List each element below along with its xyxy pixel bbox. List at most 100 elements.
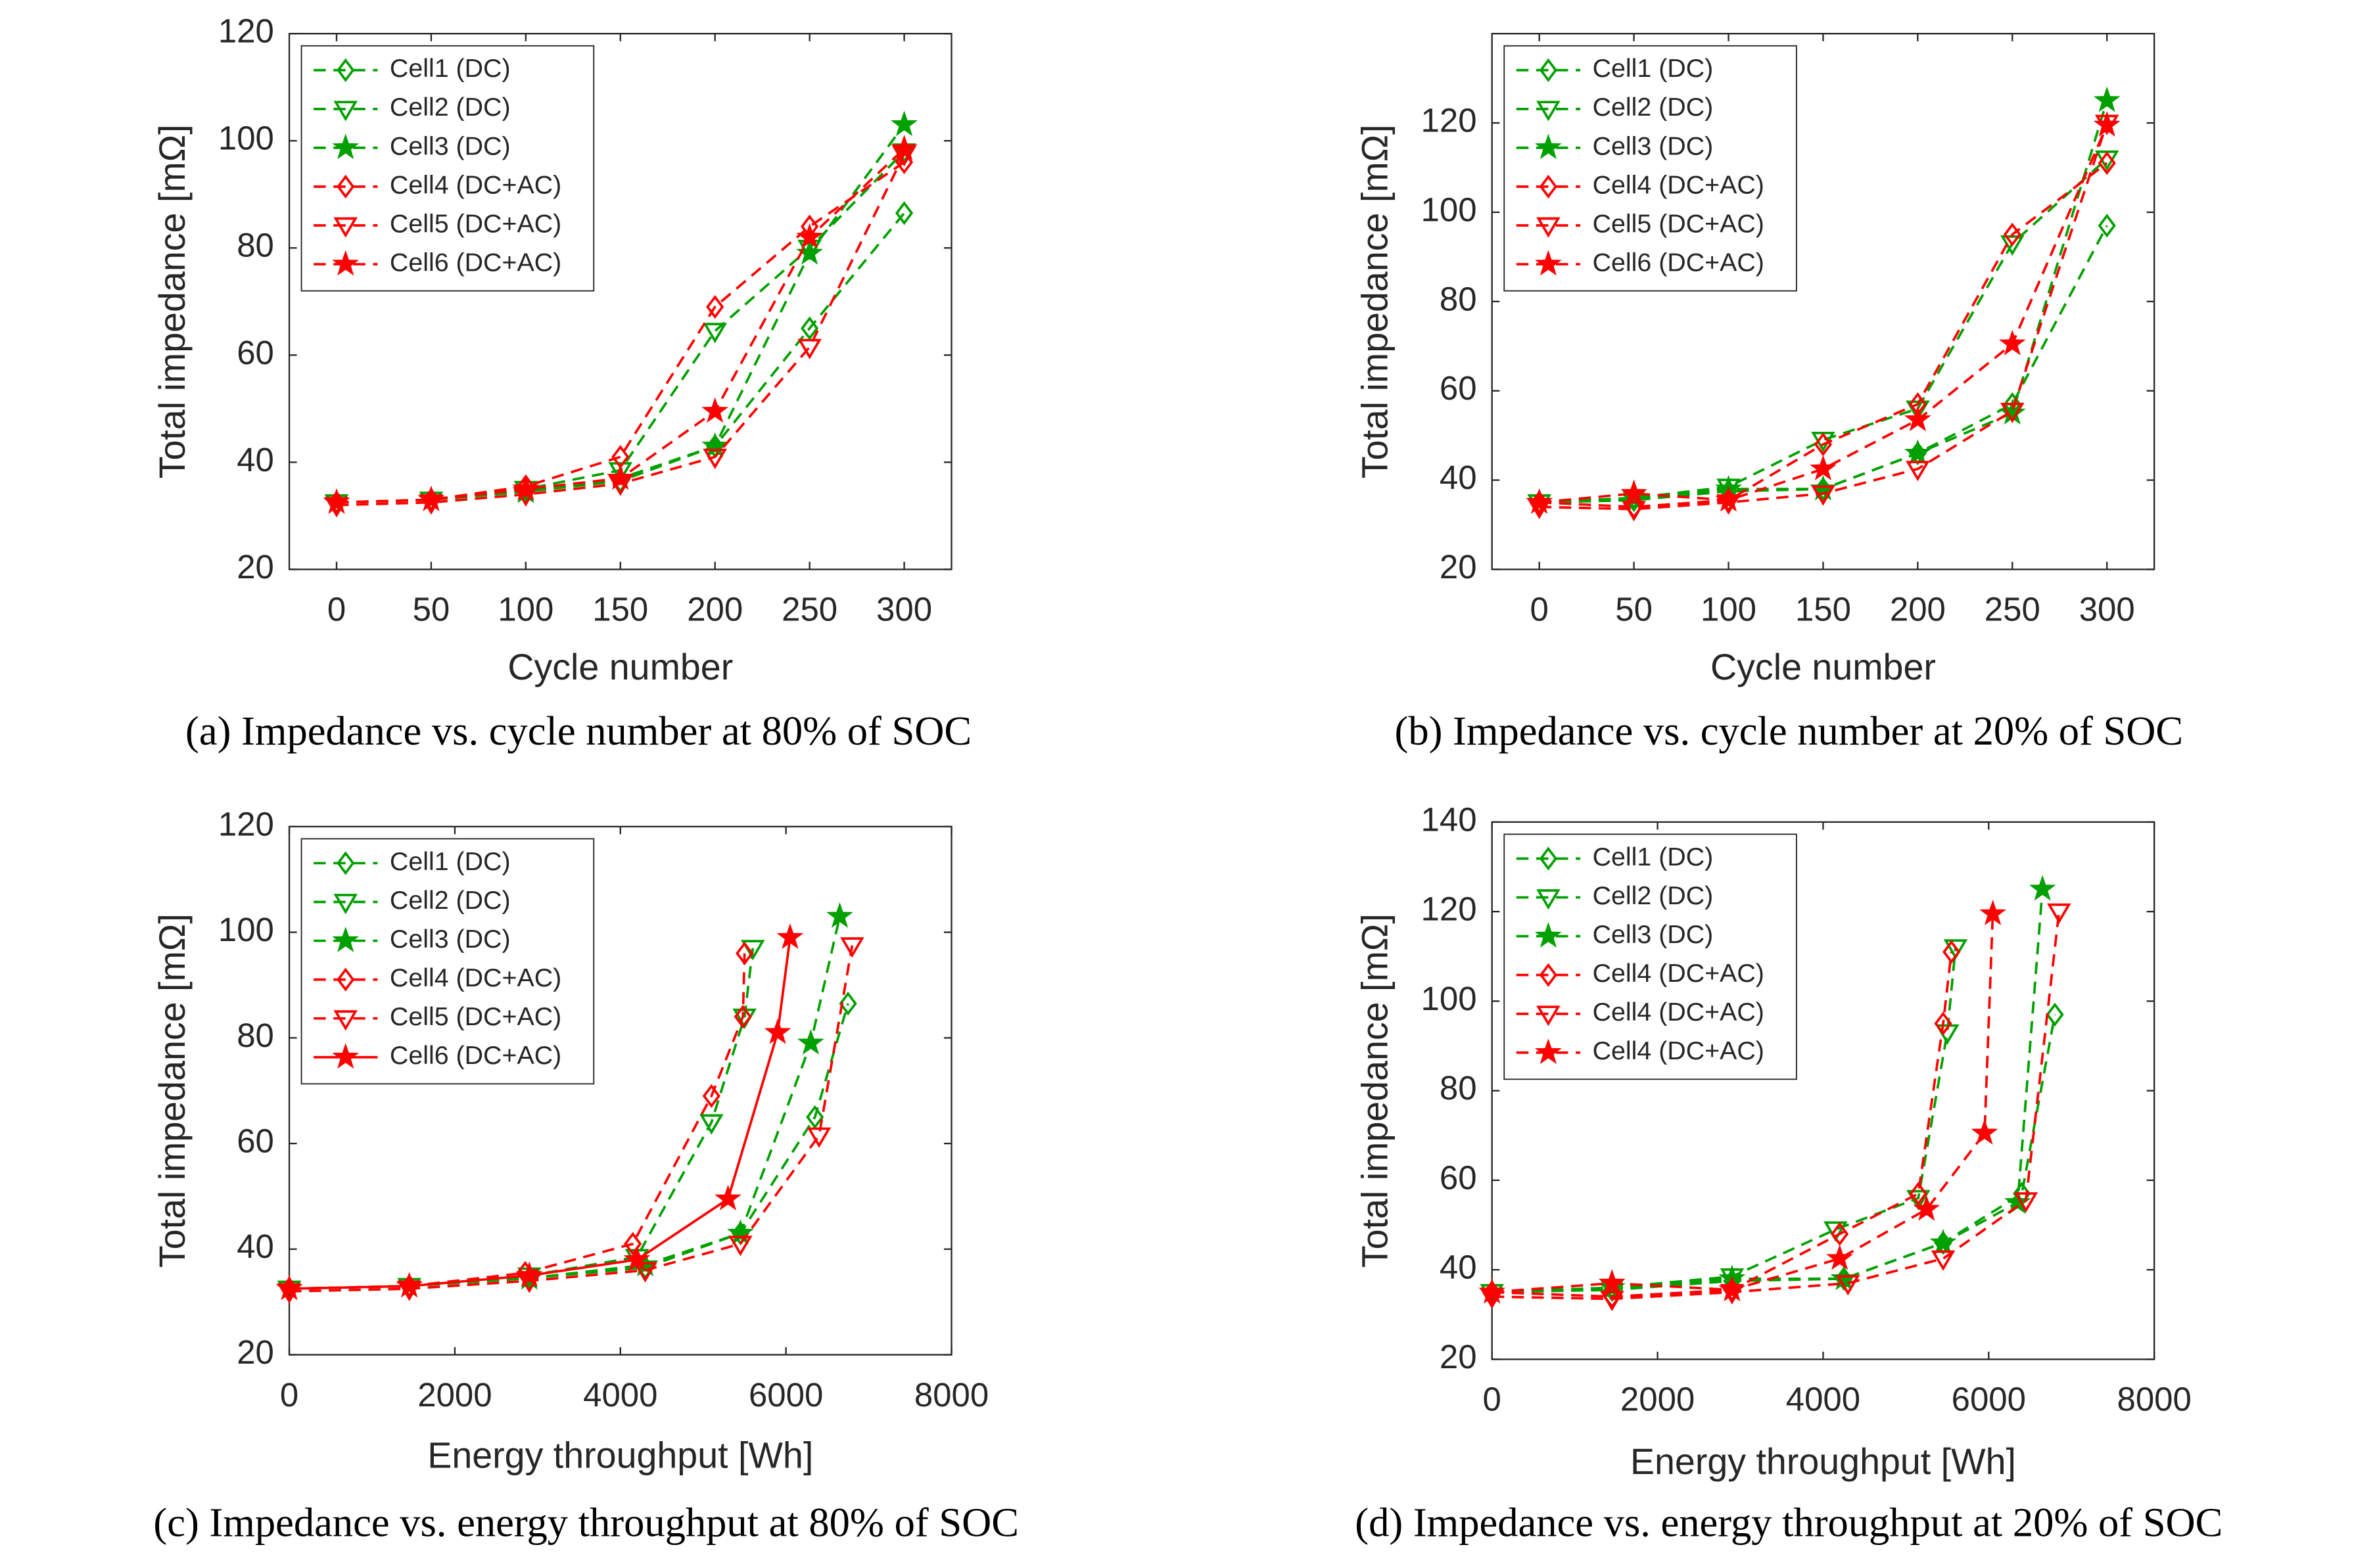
marker	[1622, 501, 1646, 522]
legend-label: Cell5 (DC+AC)	[390, 1002, 561, 1031]
marker	[1718, 1276, 1746, 1302]
legend-marker	[333, 894, 358, 915]
y-axis-label: Total impedance [mΩ]	[152, 124, 193, 478]
legend-marker	[337, 174, 355, 199]
x-tick-label: 8000	[2117, 1381, 2192, 1418]
legend-marker	[1536, 1005, 1561, 1026]
y-tick-label: 20	[237, 1333, 274, 1371]
legend-label: Cell4 (DC+AC)	[390, 963, 561, 992]
marker	[417, 486, 445, 511]
legend-marker	[1539, 58, 1558, 82]
x-tick-label: 50	[413, 591, 450, 628]
x-tick-label: 100	[498, 591, 553, 628]
chart: 20 40 60 80 100 120 140 0 2000 4000 6000 8000 Energy…	[1355, 800, 2223, 1545]
marker	[396, 1272, 423, 1298]
marker	[1600, 1291, 1624, 1312]
marker	[2003, 222, 2021, 247]
y-tick-label: 120	[218, 805, 274, 842]
legend-marker	[333, 1010, 358, 1031]
marker	[2029, 875, 2056, 901]
series-line	[1539, 122, 2108, 511]
caption: (d) Impedance vs. energy throughput at 2…	[1355, 1500, 2222, 1546]
legend-marker	[1536, 101, 1561, 122]
marker	[806, 1105, 824, 1130]
marker	[1929, 1228, 1957, 1255]
legend-marker	[332, 133, 360, 160]
marker	[1909, 1182, 1927, 1206]
x-tick-label: 8000	[914, 1376, 989, 1414]
y-tick-label: 120	[1421, 890, 1477, 928]
marker	[1934, 1011, 1952, 1036]
y-tick-label: 40	[1440, 459, 1477, 496]
series-line	[1492, 911, 2061, 1301]
legend-marker	[1534, 133, 1562, 160]
legend-label: Cell4 (DC+AC)	[390, 170, 561, 199]
legend-marker	[1534, 1038, 1562, 1065]
marker	[1931, 1250, 1956, 1271]
y-tick-label: 80	[237, 227, 274, 264]
legend-marker	[1536, 889, 1561, 910]
legend-marker	[332, 1043, 360, 1069]
y-tick-label: 100	[218, 911, 274, 948]
marker	[2098, 151, 2116, 175]
marker	[1598, 1269, 1626, 1295]
legend-marker	[1539, 846, 1558, 871]
y-tick-label: 20	[237, 548, 274, 586]
marker	[764, 1018, 791, 1044]
y-tick-label: 20	[1440, 548, 1477, 586]
x-tick-label: 200	[1890, 591, 1946, 628]
x-axis-label: Energy throughput [Wh]	[1630, 1441, 2016, 1482]
x-tick-label: 0	[1483, 1381, 1501, 1418]
marker	[1715, 486, 1742, 512]
marker	[703, 448, 727, 469]
marker	[2046, 1002, 2064, 1027]
legend-label: Cell4 (DC+AC)	[1593, 170, 1764, 199]
x-tick-label: 250	[782, 591, 837, 628]
legend-marker	[332, 927, 360, 952]
y-tick-label: 60	[1440, 1159, 1477, 1196]
legend: Cell1 (DC) Cell2 (DC) Cell3 (DC) Cell4 (DC+…	[1503, 833, 1797, 1080]
marker	[2000, 402, 2025, 423]
legend-marker	[1539, 963, 1558, 987]
x-tick-label: 250	[1985, 591, 2040, 628]
marker	[2098, 214, 2116, 238]
legend-label: Cell2 (DC)	[1593, 93, 1714, 122]
x-tick-label: 2000	[417, 1376, 492, 1414]
legend-label: Cell2 (DC)	[1593, 881, 1714, 910]
x-tick-label: 300	[876, 591, 932, 628]
marker	[699, 1114, 724, 1135]
y-tick-label: 60	[237, 334, 274, 371]
x-tick-label: 2000	[1620, 1381, 1695, 1418]
marker	[1906, 461, 1930, 482]
y-tick-label: 120	[218, 12, 274, 50]
marker	[797, 338, 822, 359]
marker	[736, 941, 754, 965]
x-tick-label: 6000	[749, 1376, 823, 1414]
y-tick-label: 100	[218, 120, 274, 157]
legend-label: Cell3 (DC)	[1593, 131, 1714, 160]
legend: Cell1 (DC) Cell2 (DC) Cell3 (DC) Cell4 (DC+…	[1503, 45, 1797, 292]
marker	[796, 223, 824, 249]
marker	[728, 1235, 753, 1257]
legend-box	[1503, 833, 1797, 1080]
legend-label: Cell2 (DC)	[390, 93, 511, 122]
legend-label: Cell5 (DC+AC)	[1593, 209, 1764, 238]
marker	[2093, 111, 2121, 137]
legend-label: Cell2 (DC)	[390, 886, 511, 915]
y-tick-label: 20	[1440, 1338, 1477, 1375]
legend-box	[300, 838, 595, 1085]
x-tick-label: 0	[280, 1376, 298, 1414]
y-tick-label: 40	[1440, 1249, 1477, 1286]
y-axis-label: Total impedance [mΩ]	[1355, 124, 1396, 478]
legend-marker	[337, 851, 355, 875]
x-tick-label: 4000	[583, 1376, 657, 1414]
marker	[839, 991, 857, 1016]
marker	[891, 135, 918, 160]
caption: (b) Impedance vs. cycle number at 20% of…	[1395, 708, 2184, 754]
caption: (c) Impedance vs. energy throughput at 8…	[153, 1500, 1019, 1546]
legend-label: Cell4 (DC+AC)	[1593, 1036, 1764, 1065]
marker	[1942, 940, 1961, 964]
legend: Cell1 (DC) Cell2 (DC) Cell3 (DC) Cell4 (DC+…	[300, 838, 595, 1085]
